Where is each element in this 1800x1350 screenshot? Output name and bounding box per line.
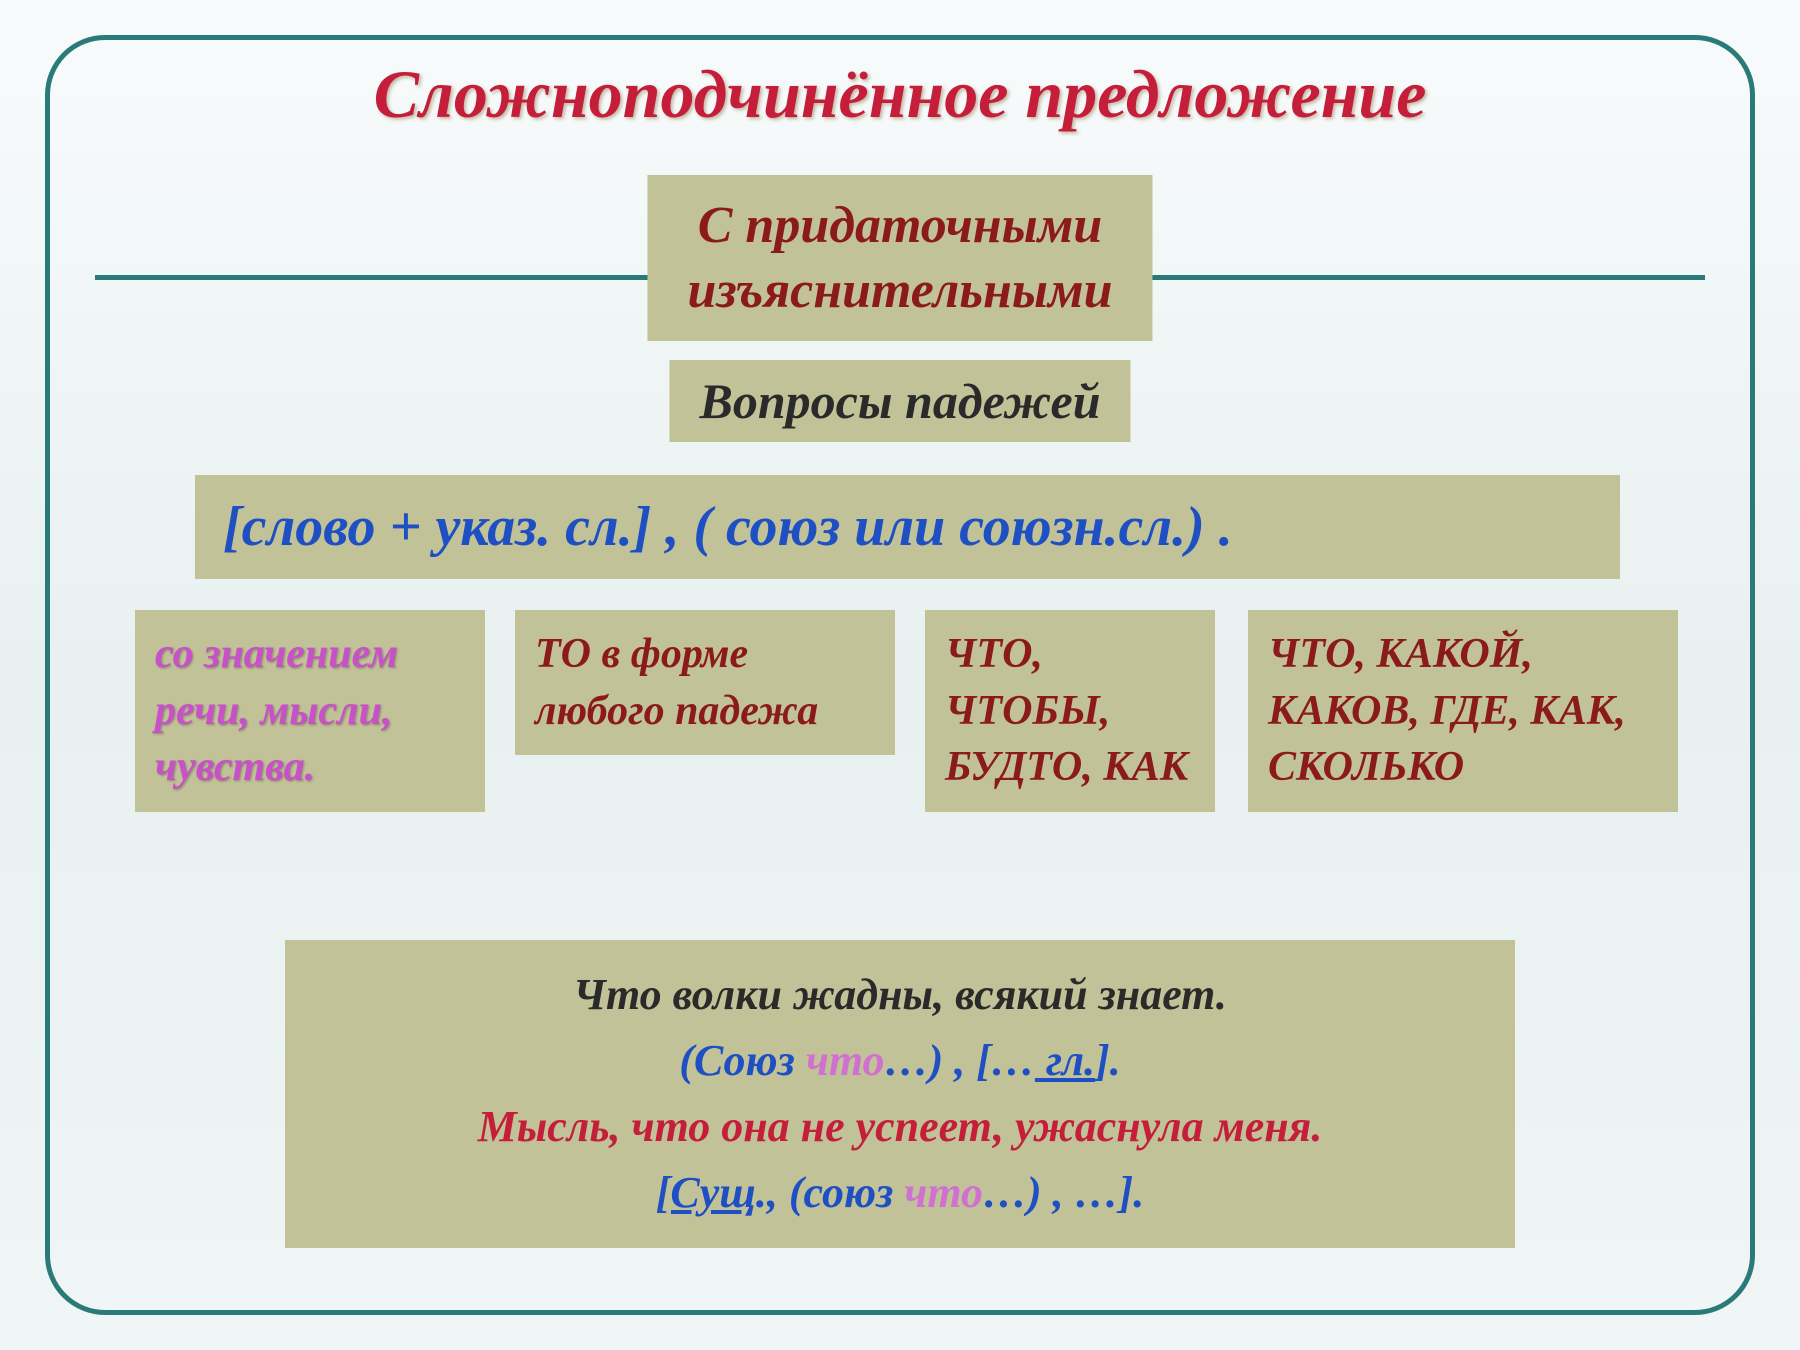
subtitle-line2: изъяснительными [687, 258, 1112, 323]
example-line4: [Сущ., (союз что…) , …]. [315, 1160, 1485, 1226]
subtitle-box: С придаточными изъяснительными [647, 175, 1152, 341]
ex4-b: ., (союз [756, 1168, 904, 1217]
ex2-b: что [806, 1036, 885, 1085]
formula-bracket-open: [ [223, 496, 242, 558]
column-3-conjunctions: ЧТО, ЧТОБЫ, БУДТО, КАК [925, 610, 1215, 812]
formula-bracket-close: ] [633, 496, 652, 558]
ex2-d: гл. [1035, 1036, 1095, 1085]
ex4-a: [Сущ [656, 1168, 756, 1217]
column-1-meaning: со значением речи, мысли, чувства. [135, 610, 485, 812]
formula-paren-close: ) . [1186, 496, 1233, 558]
example-line1: Что волки жадны, всякий знает. [315, 962, 1485, 1028]
ex4-d: …) , …]. [983, 1168, 1144, 1217]
examples-box: Что волки жадны, всякий знает. (Союз что… [285, 940, 1515, 1248]
formula-part2: союз или союзн.сл. [726, 496, 1186, 558]
formula-paren-open: ( [693, 496, 726, 558]
ex2-a: (Союз [679, 1036, 806, 1085]
column-2-to-form: ТО в форме любого падежа [515, 610, 895, 755]
formula-comma: , [651, 496, 693, 558]
formula-box: [слово + указ. сл.] , ( союз или союзн.с… [195, 475, 1620, 579]
ex4-c: что [904, 1168, 983, 1217]
main-title: Сложноподчинённое предложение [0, 55, 1800, 134]
subtitle-line1: С придаточными [687, 193, 1112, 258]
ex2-e: ]. [1095, 1036, 1121, 1085]
example-line3: Мысль, что она не успеет, ужаснула меня. [315, 1094, 1485, 1160]
questions-box: Вопросы падежей [669, 360, 1130, 442]
example-line2: (Союз что…) , [… гл.]. [315, 1028, 1485, 1094]
column-4-conjunctive-words: ЧТО, КАКОЙ, КАКОВ, ГДЕ, КАК, СКОЛЬКО [1248, 610, 1678, 812]
formula-part1: слово + указ. сл. [242, 496, 633, 558]
ex2-c: …) , [… [885, 1036, 1035, 1085]
